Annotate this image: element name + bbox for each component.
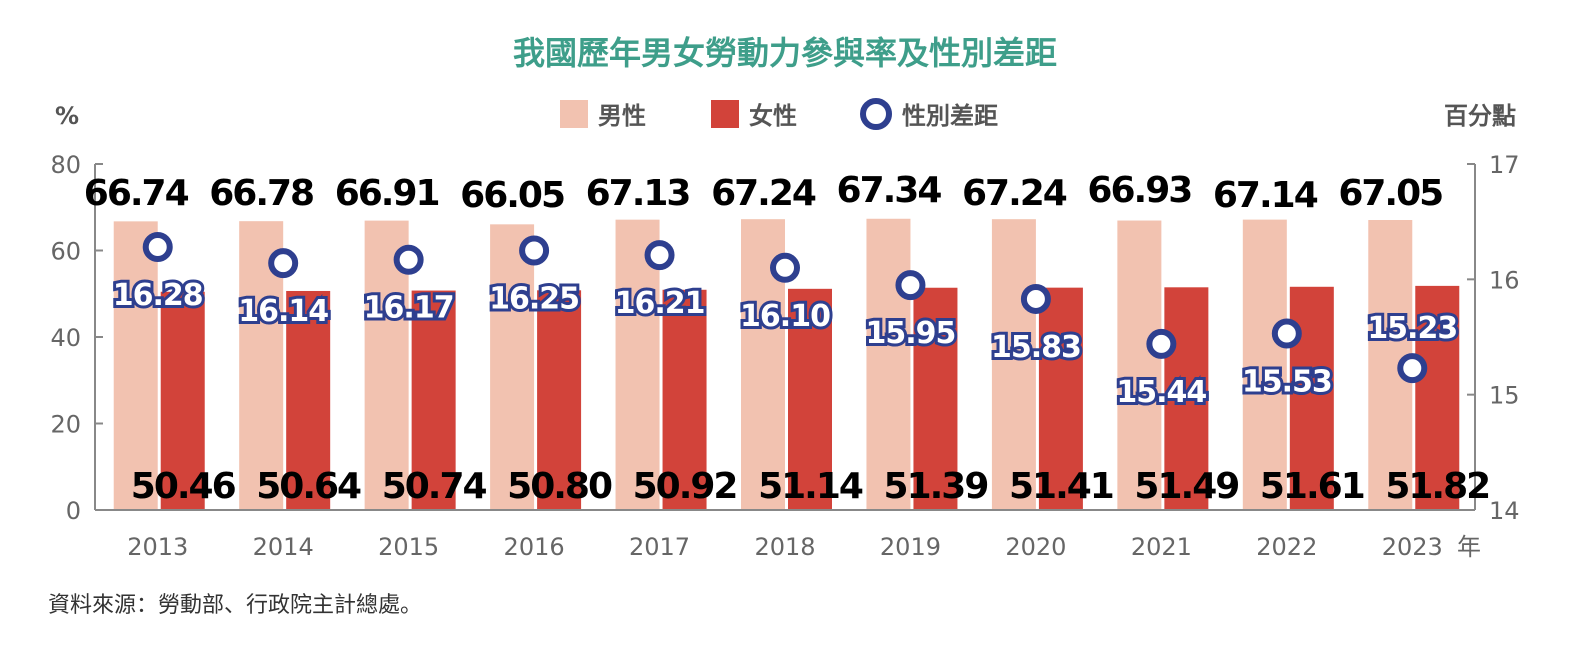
data-label-male: 67.05: [1338, 173, 1442, 214]
source-note: 資料來源：勞動部、行政院主計總處。: [48, 593, 422, 618]
data-label-male: 66.74: [84, 173, 189, 214]
data-label-gap: 16.10: [740, 299, 830, 334]
y-left-tick-label: 0: [66, 497, 81, 525]
data-label-male: 67.34: [837, 170, 942, 211]
data-label-gap: 15.83: [991, 330, 1081, 365]
legend-swatch-female: [711, 100, 739, 128]
data-label-gap: 15.23: [1367, 311, 1457, 346]
bar-female: [662, 289, 707, 510]
data-label-gap: 15.44: [1116, 375, 1206, 410]
x-tick-label: 2023: [1382, 533, 1443, 561]
bar-male: [1242, 219, 1287, 510]
bar-female: [286, 290, 331, 510]
x-tick-label: 2022: [1256, 533, 1317, 561]
data-label-gap: 16.14: [238, 294, 328, 329]
data-label-female: 51.82: [1385, 466, 1489, 507]
point-gap: [393, 244, 424, 275]
point-gap: [895, 270, 926, 301]
data-label-gap: 16.28: [113, 278, 203, 313]
bar-female: [1415, 285, 1460, 510]
point-gap: [770, 252, 800, 283]
point-gap: [142, 232, 173, 263]
data-label-gap: 15.53: [1242, 365, 1332, 400]
y-right-tick-label: 15: [1489, 382, 1520, 410]
data-label-male: 67.24: [711, 173, 816, 214]
y-left-unit: %: [55, 102, 79, 130]
data-label-gap: 16.25: [489, 282, 579, 317]
y-left-tick-label: 40: [50, 324, 81, 352]
x-tick-label: 2013: [127, 533, 188, 561]
bar-male: [1117, 220, 1162, 510]
data-label-male: 66.91: [335, 173, 439, 214]
point-gap: [268, 248, 299, 279]
data-label-gap: 15.95: [866, 316, 956, 351]
bar-male: [490, 224, 535, 511]
data-label-female: 50.92: [633, 466, 737, 507]
x-tick-label: 2015: [378, 533, 439, 561]
bar-female: [160, 291, 205, 510]
x-tick-label: 2016: [504, 533, 565, 561]
x-tick-label: 2018: [754, 533, 815, 561]
y-left-tick-label: 20: [50, 411, 81, 439]
legend-marker-gap: [860, 98, 892, 130]
data-label-male: 66.05: [460, 175, 564, 216]
y-right-tick-label: 17: [1489, 151, 1520, 179]
bar-female: [1164, 287, 1209, 510]
data-label-gap: 16.21: [615, 286, 705, 321]
legend-label-gap: 性別差距: [902, 102, 998, 130]
point-gap: [1020, 283, 1051, 314]
y-right-tick-label: 16: [1489, 266, 1520, 294]
data-label-male: 67.24: [962, 173, 1067, 214]
point-gap: [1397, 353, 1428, 384]
data-label-female: 50.64: [256, 466, 361, 507]
bar-male: [113, 221, 158, 511]
point-gap: [1271, 318, 1302, 349]
bar-female: [1038, 287, 1083, 510]
legend-label-female: 女性: [749, 102, 797, 130]
legend-swatch-male: [560, 100, 588, 128]
plot-area: 0 20 40 60 80 14 15 16 17 2013 2014 2015 2016 2017 201…: [50, 151, 1519, 561]
bar-male: [866, 218, 911, 510]
y-left-tick-label: 60: [50, 238, 81, 266]
y-left-tick-label: 80: [50, 151, 81, 179]
data-label-female: 51.61: [1260, 466, 1364, 507]
data-label-female: 50.74: [382, 466, 487, 507]
y-right-unit: 百分點: [1444, 102, 1516, 130]
chart-title: 我國歷年男女勞動力參與率及性別差距: [513, 34, 1057, 72]
data-label-male: 67.14: [1213, 175, 1318, 216]
data-label-male: 66.78: [209, 173, 313, 214]
bar-male: [991, 219, 1036, 510]
point-gap: [644, 240, 675, 271]
data-label-female: 51.39: [884, 466, 988, 507]
legend-label-male: 男性: [598, 102, 646, 130]
y-right-tick-label: 14: [1489, 497, 1520, 525]
data-label-male: 66.93: [1087, 170, 1191, 211]
data-label-gap: 16.17: [364, 291, 454, 326]
data-label-male: 67.13: [586, 173, 690, 214]
x-tick-label: 2019: [880, 533, 941, 561]
data-label-female: 50.46: [131, 466, 236, 507]
bar-female: [788, 288, 832, 510]
x-tick-label: 2017: [629, 533, 690, 561]
x-tick-label: 2014: [253, 533, 314, 561]
bar-female: [537, 290, 582, 510]
legend: 男性 女性 性別差距: [560, 98, 998, 130]
point-gap: [519, 235, 550, 266]
x-axis-unit: 年: [1457, 533, 1481, 561]
data-label-female: 51.41: [1009, 466, 1113, 507]
bar-female: [411, 290, 456, 510]
data-label-female: 51.49: [1134, 466, 1238, 507]
bar-female: [913, 287, 958, 510]
data-label-female: 50.80: [507, 466, 612, 507]
x-tick-label: 2021: [1131, 533, 1192, 561]
point-gap: [1146, 328, 1177, 359]
data-label-female: 51.14: [758, 466, 863, 507]
x-tick-label: 2020: [1005, 533, 1066, 561]
